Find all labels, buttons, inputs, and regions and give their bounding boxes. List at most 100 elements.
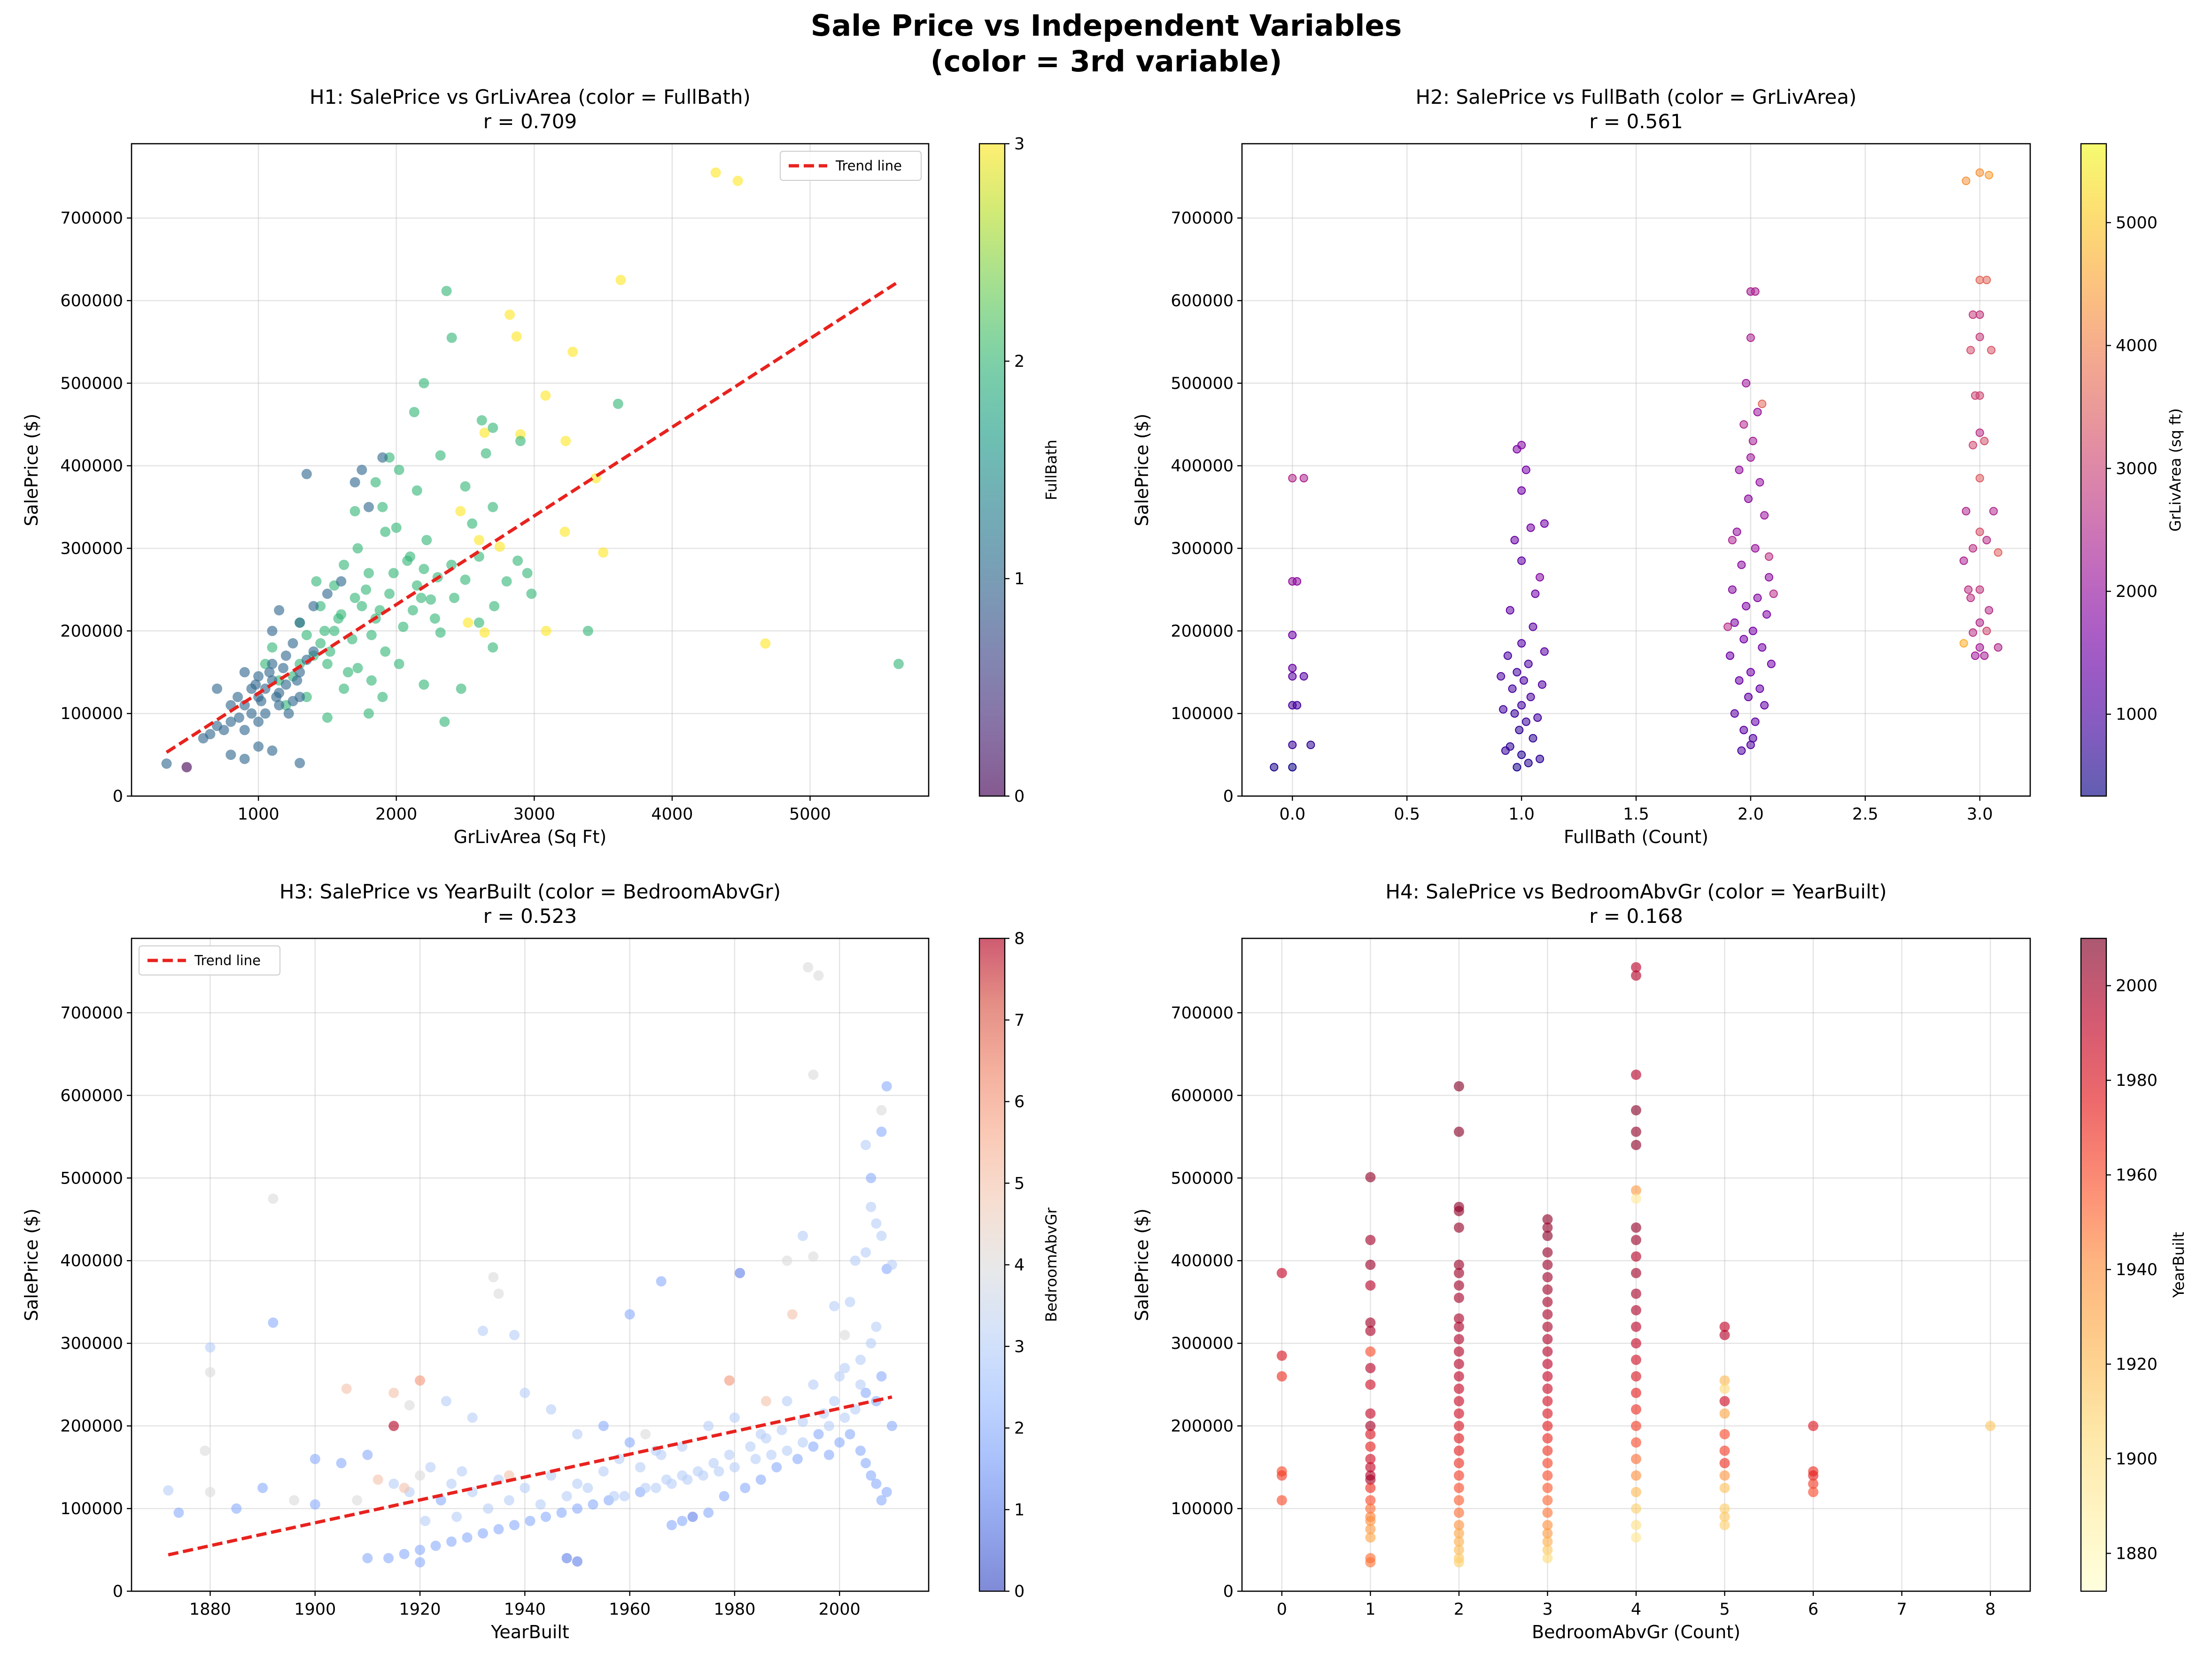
chart-panel-h1: H1: SalePrice vs GrLivArea (color = Full… (21, 85, 1060, 847)
data-point (556, 1507, 567, 1518)
data-point (861, 1247, 871, 1258)
data-point (724, 1375, 735, 1386)
data-point (613, 398, 623, 409)
data-point (871, 1478, 882, 1489)
data-point (893, 658, 904, 669)
colorbar-tick-label: 1960 (2116, 1166, 2158, 1185)
scatter-points-h2 (1270, 168, 2002, 772)
data-point (1746, 740, 1755, 749)
data-point (1453, 1313, 1464, 1324)
data-point (419, 679, 429, 690)
data-point (598, 1466, 609, 1477)
data-point (1631, 1288, 1641, 1299)
data-point (163, 1485, 174, 1496)
x-tick-label: 1880 (189, 1600, 231, 1619)
data-point (1526, 693, 1535, 702)
data-point (1753, 408, 1762, 417)
data-point (1288, 474, 1297, 483)
scatter-points-h4 (1276, 962, 1996, 1568)
x-axis-label: BedroomAbvGr (Count) (1532, 1622, 1740, 1642)
colorbar-tick-label: 1940 (2116, 1261, 2158, 1279)
data-point (1453, 1507, 1464, 1518)
data-point (1962, 177, 1971, 186)
data-point (250, 679, 261, 690)
data-point (760, 638, 771, 649)
data-point (473, 534, 484, 545)
data-point (1453, 1458, 1464, 1469)
data-point (1517, 751, 1526, 759)
plot-frame (1241, 143, 2031, 797)
data-point (1631, 1532, 1641, 1543)
data-point (1510, 709, 1519, 718)
data-point (479, 427, 490, 438)
data-point (1748, 436, 1757, 445)
data-point (1453, 1334, 1464, 1345)
data-point (280, 679, 291, 690)
colorbar-tick-label: 1 (1014, 570, 1025, 588)
data-point (782, 1255, 792, 1266)
y-tick-label: 200000 (1171, 622, 1234, 641)
data-point (489, 601, 500, 611)
data-point (1975, 168, 1984, 177)
data-point (1521, 465, 1530, 474)
data-point (1453, 1268, 1464, 1278)
data-point (1732, 527, 1741, 536)
y-tick-label: 300000 (60, 1334, 123, 1353)
data-point (886, 1260, 897, 1270)
data-point (1365, 1516, 1376, 1526)
data-point (415, 1557, 426, 1568)
figure-title-line2: (color = 3rd variable) (931, 44, 1282, 78)
data-point (1735, 465, 1744, 474)
data-point (656, 1276, 667, 1287)
y-tick-label: 0 (1223, 1582, 1234, 1601)
data-point (1453, 1470, 1464, 1481)
data-point (1453, 1321, 1464, 1332)
y-tick-label: 600000 (60, 292, 123, 310)
data-point (426, 594, 436, 605)
data-point (615, 275, 626, 286)
data-point (377, 692, 388, 703)
data-point (1453, 1433, 1464, 1444)
data-point (336, 1458, 347, 1469)
y-tick-label: 700000 (1171, 1004, 1234, 1022)
data-point (1453, 1371, 1464, 1382)
data-point (1365, 1503, 1376, 1514)
data-point (1542, 1260, 1553, 1270)
colorbar-label: BedroomAbvGr (1042, 1207, 1060, 1322)
data-point (1748, 627, 1757, 635)
data-point (1631, 1139, 1641, 1150)
data-point (1453, 1346, 1464, 1357)
colorbar-h3: 0 1 2 3 4 5 6 7 8 BedroomAbvGr (978, 929, 1060, 1601)
data-point (435, 627, 446, 638)
y-tick-label: 400000 (1171, 1252, 1234, 1270)
data-point (512, 555, 523, 566)
data-point (572, 1503, 582, 1514)
data-point (766, 1449, 777, 1460)
data-point (522, 568, 533, 579)
data-point (1631, 1105, 1641, 1115)
data-point (1764, 573, 1773, 582)
data-point (504, 1470, 514, 1481)
data-point (1631, 1421, 1641, 1432)
data-point (239, 753, 250, 764)
data-point (525, 1516, 536, 1526)
data-point (666, 1520, 677, 1531)
data-point (677, 1441, 688, 1452)
data-point (231, 1503, 242, 1514)
data-point (483, 1503, 494, 1514)
data-point (278, 663, 288, 673)
data-point (839, 1362, 850, 1373)
data-point (1540, 519, 1549, 528)
data-point (845, 1297, 855, 1308)
data-point (1760, 701, 1769, 710)
data-point (1982, 276, 1991, 285)
data-point (411, 485, 422, 496)
data-point (1631, 1222, 1641, 1233)
data-point (398, 621, 409, 632)
data-point (349, 506, 360, 517)
data-point (1288, 763, 1297, 772)
data-point (1755, 684, 1764, 693)
data-point (333, 613, 344, 624)
data-point (520, 1387, 530, 1398)
